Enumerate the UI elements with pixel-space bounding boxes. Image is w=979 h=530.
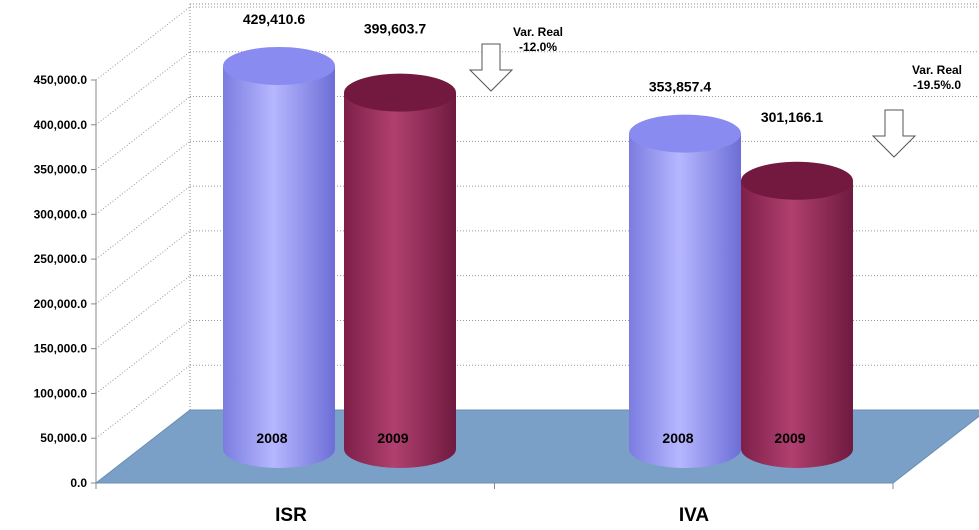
y-tick-label: 150,000.0 [34,342,88,356]
bar-iva-2009 [741,161,853,468]
variation-note-isr: Var. Real-12.0% [468,25,563,92]
bar-value-label: 353,857.4 [649,79,711,95]
variation-label: Var. Real [912,63,962,77]
bar-body [344,92,456,468]
bar-year-label: 2009 [774,430,805,446]
variation-value: -19.5%.0 [913,78,961,92]
down-arrow-icon [871,109,917,158]
y-tick-label: 200,000.0 [34,297,88,311]
down-arrow-icon [468,43,514,92]
y-tick-label: 100,000.0 [34,386,88,400]
bar-year-label: 2009 [377,430,408,446]
y-tick-label: 400,000.0 [34,118,88,132]
grid-line-side [95,140,191,215]
y-tick-label: 350,000.0 [34,163,88,177]
y-axis-ticks: 0.0 50,000.0 100,000.0 150,000.0 200,000.0 25… [34,73,96,490]
bar-year-label: 2008 [662,430,693,446]
bar-iva-2008 [629,114,741,468]
variation-label: Var. Real [513,25,563,39]
grid-line-side [95,320,191,394]
category-label-iva: IVA [679,505,710,525]
bar-body [741,180,853,468]
grid-line-side [95,51,191,126]
grid-line-side [95,230,191,305]
y-tick-label: 0.0 [70,476,87,490]
bar-top [344,73,456,112]
x-axis-categories: ISR IVA [275,505,710,526]
bar-value-label: 301,166.1 [761,109,823,125]
bar-body [223,65,335,468]
grid-line-side [95,6,191,81]
y-tick-label: 50,000.0 [40,431,87,445]
data-labels: 2008 429,410.6 2009 399,603.7 2008 353,857.4 2… [243,11,823,446]
bar-value-label: 399,603.7 [364,21,426,37]
grid-line-side [95,96,191,170]
bar-value-label: 429,410.6 [243,11,305,27]
grid-line-side [95,275,191,350]
bar-top [223,46,335,85]
grid-line-side [95,185,191,260]
bar-isr-2009 [344,73,456,468]
y-tick-label: 300,000.0 [34,207,88,221]
bar-body [629,133,741,468]
bar-isr-2008 [223,46,335,468]
variation-notes: Var. Real-12.0%Var. Real-19.5%.0 [468,25,962,158]
variation-note-iva: Var. Real-19.5%.0 [871,63,962,158]
category-label-isr: ISR [275,505,307,525]
bar-top [629,114,741,153]
y-tick-label: 250,000.0 [34,252,88,266]
y-tick-label: 450,000.0 [34,73,88,87]
bar-year-label: 2008 [256,430,287,446]
bar-top [741,161,853,200]
variation-value: -12.0% [519,40,557,54]
bars [223,46,853,468]
grid-line-side [95,364,191,439]
